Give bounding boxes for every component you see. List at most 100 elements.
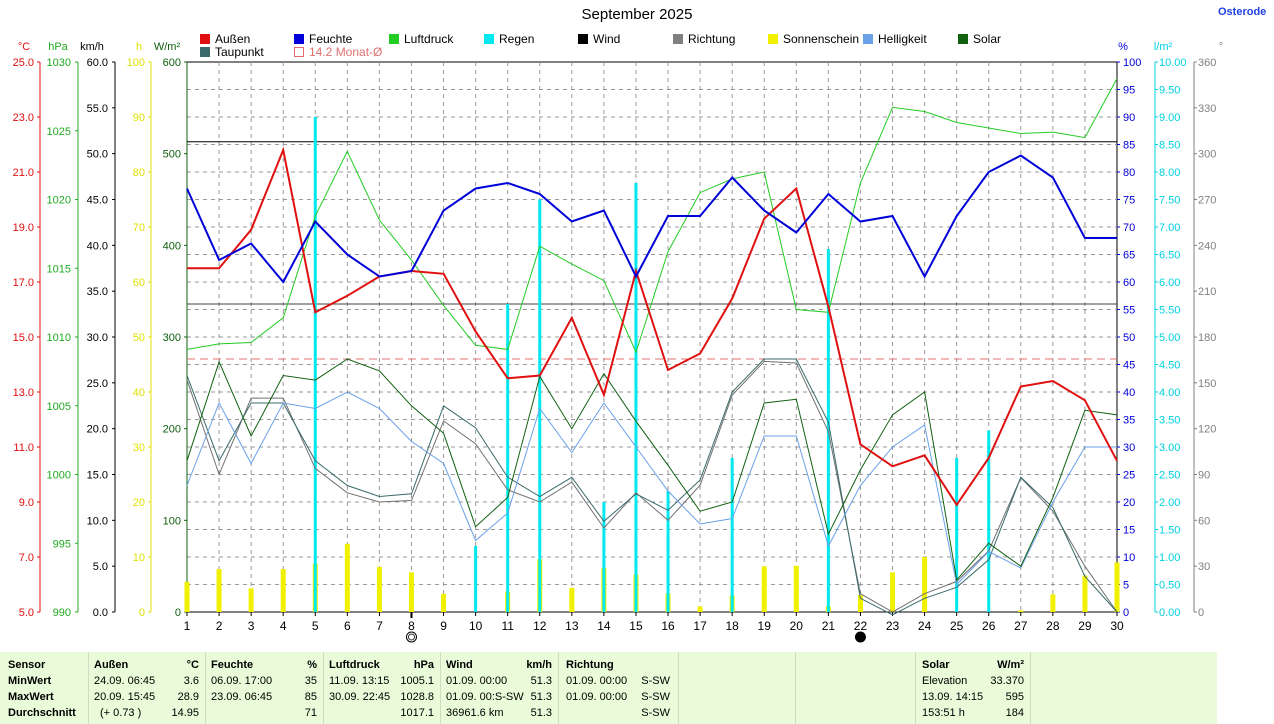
legend-swatch <box>673 34 683 44</box>
direction-tick-label: 60 <box>1198 515 1210 527</box>
rain-tick-label: 4.00 <box>1159 387 1180 399</box>
rain-tick-label: 10.00 <box>1159 57 1187 69</box>
humidity-tick-label: 0 <box>1123 607 1129 619</box>
sonnenschein-bar <box>376 566 382 612</box>
pressure-tick-label: 990 <box>53 607 71 619</box>
rain-tick-label: 9.50 <box>1159 85 1180 97</box>
legend-item-regen: Regen <box>484 32 534 46</box>
wind-tick-label: 20.0 <box>87 424 108 436</box>
stats-aussen-max-value: 28.9 <box>177 691 199 703</box>
wind-tick-label: 40.0 <box>87 240 108 252</box>
regen-bar <box>313 117 317 612</box>
wind-tick-label: 15.0 <box>87 470 108 482</box>
legend-label: Außen <box>215 32 251 46</box>
sunshine-tick-label: 20 <box>133 497 145 509</box>
series-line-feuchte <box>186 154 1117 284</box>
humidity-tick-label: 80 <box>1123 167 1135 179</box>
sonnenschein-bar <box>1018 610 1024 612</box>
solar-tick-label: 600 <box>163 57 181 69</box>
regen-bar <box>474 546 478 612</box>
stats-wind-distance: 36961.6 km <box>446 707 504 719</box>
stats-aussen-max-time: 20.09. 15:45 <box>94 691 156 703</box>
legend-label: 14.2 Monat-Ø <box>309 45 383 59</box>
stats-unit-feuchte: % <box>307 659 317 671</box>
stats-richt-max-value: S-SW <box>641 691 670 703</box>
sonnenschein-bar <box>569 587 575 612</box>
temp-axis-unit: °C <box>18 41 30 53</box>
temp-tick-label: 23.0 <box>13 112 34 124</box>
x-tick-label: 20 <box>790 619 804 633</box>
x-tick-label: 9 <box>440 619 447 633</box>
rain-tick-label: 5.50 <box>1159 305 1180 317</box>
rain-tick-label: 1.50 <box>1159 525 1180 537</box>
regen-bar <box>506 304 510 612</box>
sunshine-tick-label: 100 <box>127 57 145 69</box>
legend-label: Regen <box>499 32 535 46</box>
pressure-tick-label: 1030 <box>47 57 71 69</box>
legend-label: Helligkeit <box>878 32 927 46</box>
sunshine-tick-label: 50 <box>133 332 145 344</box>
stats-richt-avg-value: S-SW <box>641 707 670 719</box>
solar-axis-unit: W/m² <box>154 41 181 53</box>
pressure-tick-label: 1010 <box>47 332 71 344</box>
legend-swatch <box>294 34 304 44</box>
rain-axis-unit: l/m² <box>1154 41 1173 53</box>
direction-tick-label: 360 <box>1198 57 1216 69</box>
sunshine-tick-label: 70 <box>133 222 145 234</box>
x-tick-label: 2 <box>216 619 223 633</box>
temp-tick-label: 11.0 <box>13 442 34 454</box>
legend-item-luftdruck: Luftdruck <box>389 32 453 46</box>
weather-chart: 25.023.021.019.017.015.013.011.09.07.05.… <box>13 41 1223 643</box>
stats-col-luftdruck: Luftdruck hPa 11.09. 13:15 1005.1 30.09. 2… <box>323 652 441 724</box>
legend-item-14-2-monat-: 14.2 Monat-Ø <box>294 45 382 59</box>
wind-tick-label: 60.0 <box>87 57 108 69</box>
legend-swatch <box>200 34 210 44</box>
stats-header-richtung: Richtung <box>566 659 614 671</box>
wind-tick-label: 45.0 <box>87 195 108 207</box>
stats-wind-min-time: 01.09. 00:00 <box>446 675 508 687</box>
stats-col-sensor: Sensor MinWert MaxWert Durchschnitt <box>0 652 89 724</box>
legend-label: Solar <box>973 32 1002 46</box>
sunshine-tick-label: 10 <box>133 552 145 564</box>
temp-tick-label: 19.0 <box>13 222 34 234</box>
sonnenschein-bar <box>793 565 799 612</box>
rain-tick-label: 6.50 <box>1159 250 1180 262</box>
stats-richt-max-time: 01.09. 00:00 <box>566 691 628 703</box>
chart-title: September 2025 <box>581 6 693 23</box>
x-tick-label: 10 <box>469 619 483 633</box>
sonnenschein-bar <box>280 569 286 612</box>
wind-tick-label: 35.0 <box>87 286 108 298</box>
humidity-tick-label: 70 <box>1123 222 1135 234</box>
pressure-axis-unit: hPa <box>48 41 68 53</box>
stats-feuchte-min-time: 06.09. 17:00 <box>211 675 273 687</box>
stats-col-empty-2 <box>795 652 916 724</box>
sonnenschein-bar <box>922 557 928 612</box>
humidity-tick-label: 65 <box>1123 250 1135 262</box>
solar-tick-label: 0 <box>175 607 181 619</box>
stats-header-sensor: Sensor <box>8 659 46 671</box>
stats-aussen-avg-delta: (+ 0.73 ) <box>100 707 142 719</box>
humidity-tick-label: 55 <box>1123 305 1135 317</box>
stats-unit-luftdruck: hPa <box>413 659 434 671</box>
rain-tick-label: 2.00 <box>1159 497 1180 509</box>
solar-tick-label: 400 <box>163 240 181 252</box>
site-link[interactable]: Osterode <box>1218 6 1267 18</box>
stats-unit-wind: km/h <box>526 659 552 671</box>
sunshine-tick-label: 80 <box>133 167 145 179</box>
rain-tick-label: 6.00 <box>1159 277 1180 289</box>
stats-feuchte-max-time: 23.09. 06:45 <box>211 691 273 703</box>
legend-item-taupunkt: Taupunkt <box>200 45 264 59</box>
humidity-tick-label: 100 <box>1123 57 1141 69</box>
stats-luft-max-value: 1028.8 <box>400 691 434 703</box>
direction-tick-label: 270 <box>1198 195 1216 207</box>
rain-tick-label: 9.00 <box>1159 112 1180 124</box>
x-tick-label: 13 <box>565 619 579 633</box>
humidity-tick-label: 50 <box>1123 332 1135 344</box>
sonnenschein-bar <box>761 566 767 612</box>
solar-tick-label: 300 <box>163 332 181 344</box>
x-tick-label: 1 <box>184 619 191 633</box>
rain-tick-label: 8.00 <box>1159 167 1180 179</box>
pressure-tick-label: 995 <box>53 538 71 550</box>
sonnenschein-bar <box>184 581 190 612</box>
humidity-tick-label: 15 <box>1123 525 1135 537</box>
